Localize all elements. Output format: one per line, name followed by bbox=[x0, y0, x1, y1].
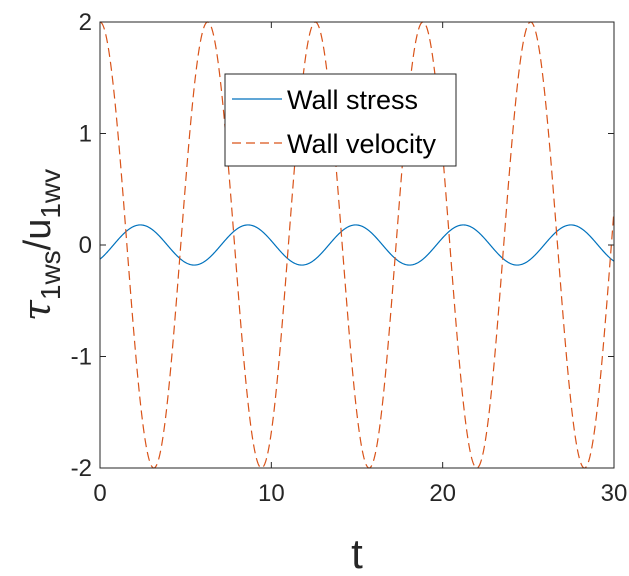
x-axis-title: t bbox=[351, 530, 363, 576]
y-axis-title-tau-subscript: 1ws bbox=[35, 250, 66, 300]
legend: Wall stress Wall velocity bbox=[225, 74, 456, 166]
y-axis-title-tau: τ bbox=[15, 299, 59, 321]
x-tick-label: 20 bbox=[429, 480, 456, 507]
y-tick-label: 2 bbox=[79, 9, 92, 36]
y-tick-label: -1 bbox=[71, 344, 92, 371]
y-axis-title-slash-u: /u bbox=[17, 219, 59, 251]
y-tick-label: -2 bbox=[71, 455, 92, 482]
x-tick-label: 10 bbox=[258, 480, 285, 507]
y-tick-label: 1 bbox=[79, 121, 92, 148]
x-tick-label: 0 bbox=[93, 480, 106, 507]
legend-label-wall-stress: Wall stress bbox=[287, 85, 418, 115]
y-axis-title-u-subscript: 1wv bbox=[35, 169, 66, 219]
legend-label-wall-velocity: Wall velocity bbox=[287, 129, 437, 159]
x-tick-label: 30 bbox=[601, 480, 628, 507]
y-tick-label: 0 bbox=[79, 232, 92, 259]
